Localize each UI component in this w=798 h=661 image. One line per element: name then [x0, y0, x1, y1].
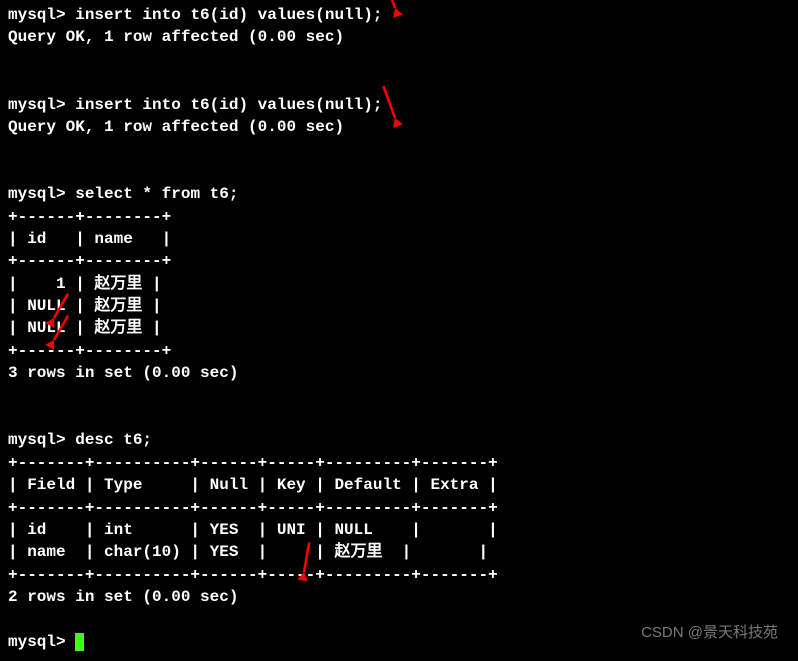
sql-command: insert into t6(id) values(null); — [75, 6, 382, 24]
table-row: | id | int | YES | UNI | NULL | | — [8, 521, 498, 539]
sql-command: desc t6; — [75, 431, 152, 449]
table-border: +-------+----------+------+-----+-------… — [8, 499, 498, 517]
prompt: mysql> — [8, 6, 66, 24]
table-header: | id | name | — [8, 230, 171, 248]
prompt: mysql> — [8, 96, 66, 114]
query-footer: 3 rows in set (0.00 sec) — [8, 364, 238, 382]
table-border: +-------+----------+------+-----+-------… — [8, 454, 498, 472]
table-row: | name | char(10) | YES | | 赵万里 | | — [8, 543, 488, 561]
table-row: | 1 | 赵万里 | — [8, 275, 162, 293]
sql-command: select * from t6; — [75, 185, 238, 203]
table-header: | Field | Type | Null | Key | Default | … — [8, 476, 498, 494]
terminal-output: mysql> insert into t6(id) values(null); … — [8, 4, 790, 653]
prompt: mysql> — [8, 431, 66, 449]
query-result: Query OK, 1 row affected (0.00 sec) — [8, 28, 344, 46]
prompt: mysql> — [8, 185, 66, 203]
table-row: | NULL | 赵万里 | — [8, 319, 162, 337]
cursor — [75, 633, 84, 651]
table-border: +------+--------+ — [8, 342, 171, 360]
query-result: Query OK, 1 row affected (0.00 sec) — [8, 118, 344, 136]
table-row: | NULL | 赵万里 | — [8, 297, 162, 315]
prompt: mysql> — [8, 633, 66, 651]
table-border: +------+--------+ — [8, 252, 171, 270]
query-footer: 2 rows in set (0.00 sec) — [8, 588, 238, 606]
watermark: CSDN @景天科技苑 — [641, 622, 778, 643]
sql-command: insert into t6(id) values(null); — [75, 96, 382, 114]
table-border: +-------+----------+------+-----+-------… — [8, 566, 498, 584]
table-border: +------+--------+ — [8, 208, 171, 226]
